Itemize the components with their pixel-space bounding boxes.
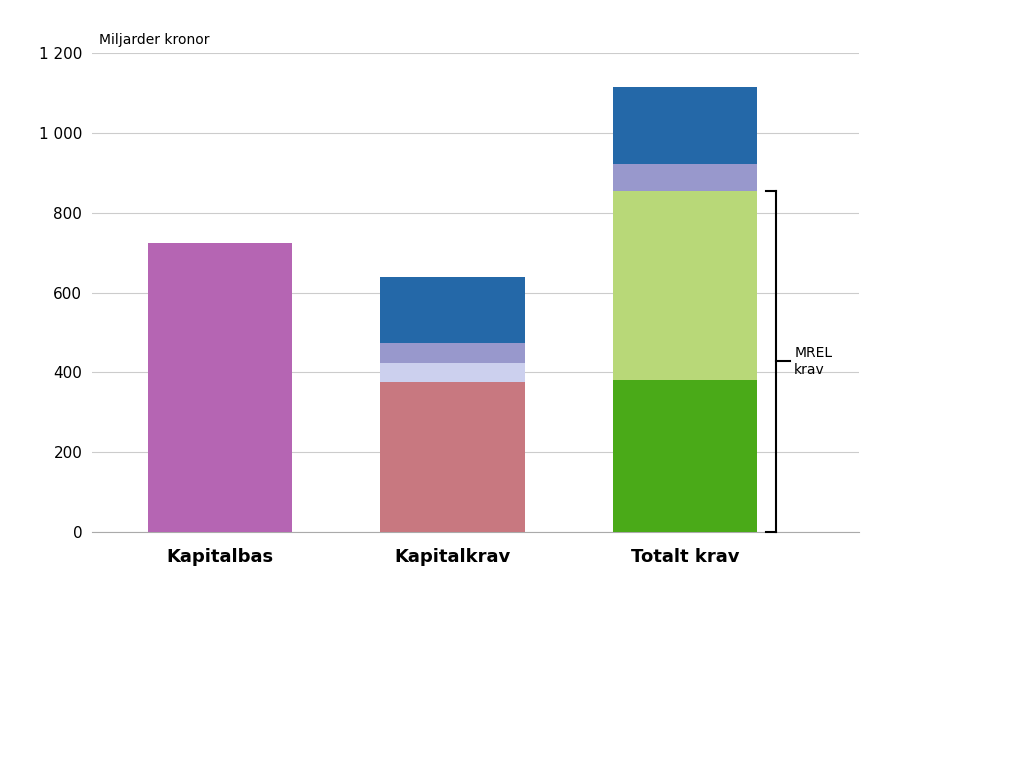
Bar bbox=[148, 242, 292, 532]
Bar bbox=[381, 344, 525, 363]
Bar bbox=[381, 363, 525, 382]
Bar bbox=[613, 163, 757, 191]
Bar bbox=[613, 380, 757, 532]
Bar bbox=[613, 191, 757, 380]
Bar bbox=[381, 382, 525, 532]
Bar bbox=[381, 277, 525, 344]
Text: Miljarder kronor: Miljarder kronor bbox=[99, 33, 210, 47]
Bar bbox=[613, 87, 757, 163]
Text: MREL
krav: MREL krav bbox=[794, 347, 833, 376]
